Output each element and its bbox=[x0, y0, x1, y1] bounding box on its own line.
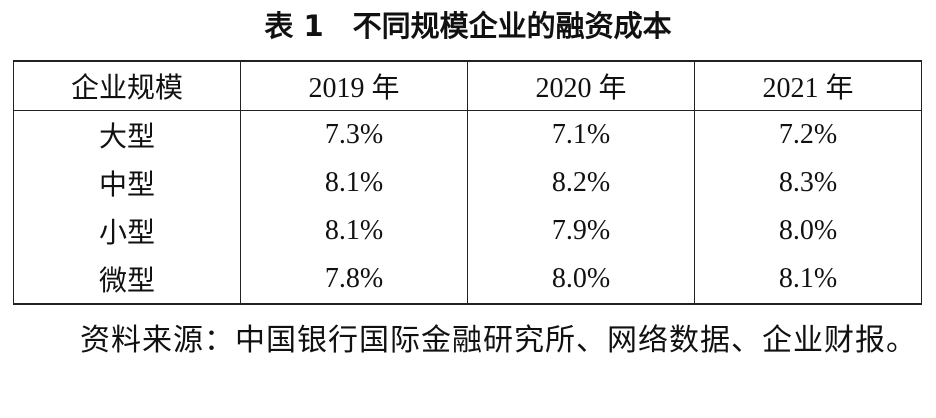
table-cell: 7.2% bbox=[694, 110, 922, 159]
table-cell: 7.9% bbox=[467, 207, 695, 255]
table-cell: 7.1% bbox=[467, 110, 695, 159]
table-cell: 7.3% bbox=[240, 110, 468, 159]
row-label: 小型 bbox=[13, 207, 241, 255]
table-header-row: 企业规模 2019 年 2020 年 2021 年 bbox=[13, 60, 922, 111]
table-cell: 8.1% bbox=[240, 159, 468, 207]
column-header-2020: 2020 年 bbox=[467, 60, 695, 111]
column-header-2021: 2021 年 bbox=[694, 60, 922, 111]
table-cell: 8.1% bbox=[694, 255, 922, 305]
table-row: 小型 8.1% 7.9% 8.0% bbox=[13, 207, 922, 255]
table-row: 大型 7.3% 7.1% 7.2% bbox=[13, 110, 922, 159]
table-title: 表 1 不同规模企业的融资成本 bbox=[264, 9, 672, 43]
source-note: 资料来源：中国银行国际金融研究所、网络数据、企业财报。 bbox=[80, 323, 917, 358]
table-cell: 8.3% bbox=[694, 159, 922, 207]
table-row: 微型 7.8% 8.0% 8.1% bbox=[13, 255, 922, 305]
table-cell: 8.0% bbox=[694, 207, 922, 255]
financing-cost-table: 企业规模 2019 年 2020 年 2021 年 大型 7.3% 7.1% 7… bbox=[13, 60, 922, 305]
column-header-2019: 2019 年 bbox=[240, 60, 468, 111]
row-label: 中型 bbox=[13, 159, 241, 207]
row-label: 大型 bbox=[13, 110, 241, 159]
column-header-enterprise-size: 企业规模 bbox=[13, 60, 241, 111]
table-cell: 8.2% bbox=[467, 159, 695, 207]
table-cell: 7.8% bbox=[240, 255, 468, 305]
table-row: 中型 8.1% 8.2% 8.3% bbox=[13, 159, 922, 207]
table-cell: 8.1% bbox=[240, 207, 468, 255]
table-cell: 8.0% bbox=[467, 255, 695, 305]
row-label: 微型 bbox=[13, 255, 241, 305]
